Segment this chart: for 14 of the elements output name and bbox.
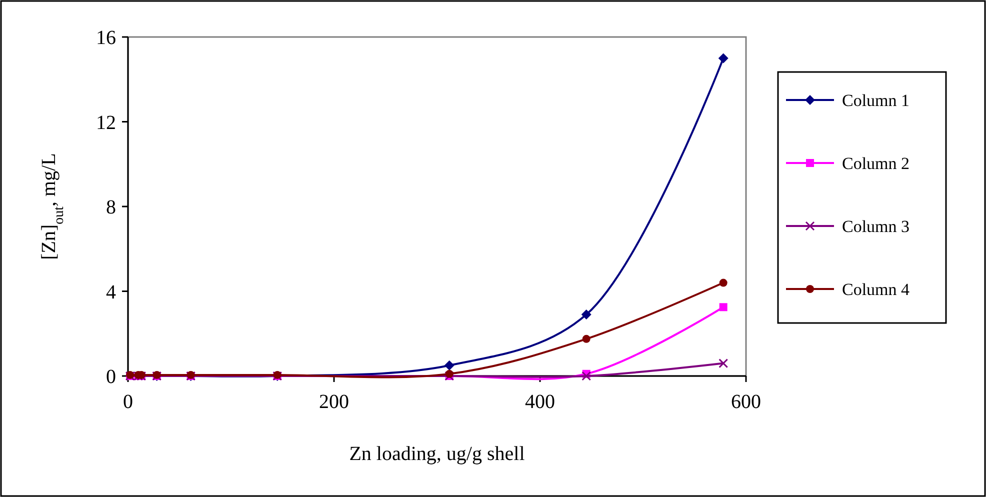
y-tick-label: 16	[96, 27, 116, 49]
legend-label: Column 3	[842, 216, 910, 236]
y-tick-label: 4	[106, 281, 116, 304]
x-tick-label: 0	[123, 391, 133, 413]
x-axis-title: Zn loading, ug/g shell	[349, 443, 526, 465]
legend-label: Column 2	[842, 154, 910, 173]
y-tick-label: 8	[106, 196, 116, 218]
x-tick-label: 400	[525, 391, 555, 413]
x-tick-label: 600	[731, 391, 761, 413]
legend-label: Column 1	[842, 90, 910, 110]
y-tick-label: 0	[106, 366, 116, 388]
x-tick-label: 200	[319, 391, 349, 413]
y-tick-label: 12	[96, 112, 116, 134]
legend-label: Column 4	[842, 280, 910, 299]
